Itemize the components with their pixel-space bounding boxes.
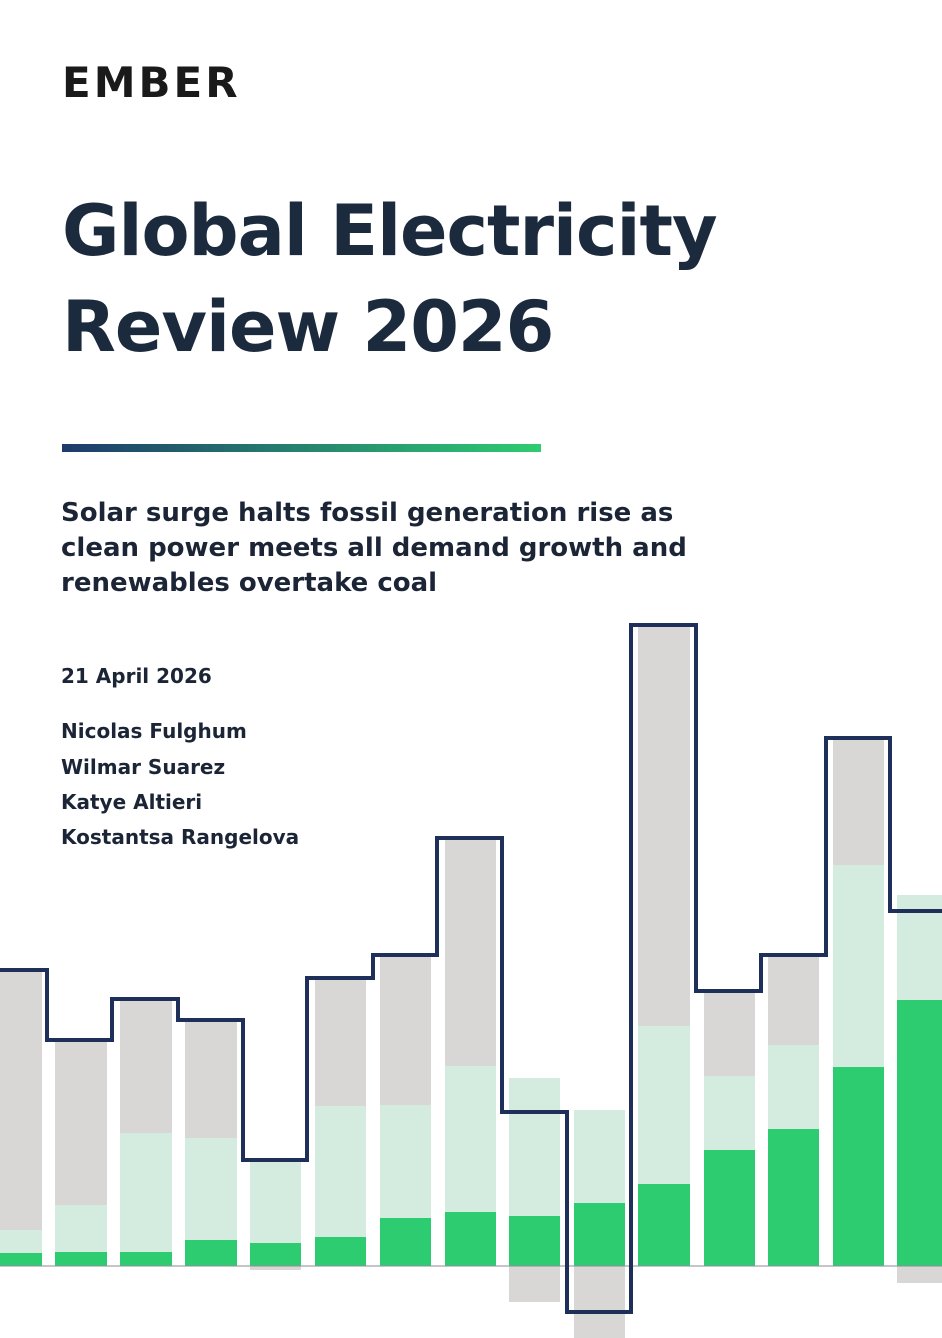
negative-segment: [509, 1266, 560, 1302]
green-segment: [185, 1240, 237, 1266]
negative-segment: [897, 1266, 942, 1283]
subtitle-line: renewables overtake coal: [61, 568, 438, 598]
author: Kostantsa Rangelova: [61, 825, 300, 849]
light-green-segment: [768, 1045, 819, 1129]
light-green-segment: [250, 1160, 301, 1243]
light-green-segment: [704, 1076, 755, 1150]
green-segment: [315, 1237, 366, 1266]
light-green-segment: [380, 1105, 431, 1218]
green-segment: [380, 1218, 431, 1266]
light-green-segment: [0, 1230, 42, 1253]
gray-segment: [768, 956, 819, 1045]
title-line: Global Electricity: [62, 190, 718, 272]
negative-segment: [574, 1266, 625, 1338]
gray-segment: [445, 840, 496, 1066]
subtitle-line: Solar surge halts fossil generation rise…: [61, 498, 674, 528]
gray-segment: [833, 740, 884, 865]
author: Wilmar Suarez: [61, 755, 226, 779]
light-green-segment: [55, 1205, 107, 1252]
gray-segment: [638, 626, 690, 1026]
title-line: Review 2026: [62, 286, 554, 368]
green-segment: [250, 1243, 301, 1266]
author: Katye Altieri: [61, 790, 203, 814]
light-green-segment: [185, 1138, 237, 1240]
light-green-segment: [638, 1026, 690, 1184]
gray-segment: [315, 978, 366, 1106]
gray-segment: [55, 1040, 107, 1205]
green-segment: [509, 1216, 560, 1266]
green-segment: [704, 1150, 755, 1266]
light-green-segment: [445, 1066, 496, 1212]
gray-segment: [704, 993, 755, 1076]
subtitle-line: clean power meets all demand growth and: [61, 533, 687, 563]
date: 21 April 2026: [61, 664, 212, 688]
green-segment: [768, 1129, 819, 1266]
gray-segment: [185, 1020, 237, 1138]
author: Nicolas Fulghum: [61, 719, 247, 743]
green-segment: [120, 1252, 172, 1266]
gradient-rule: [62, 444, 541, 452]
green-segment: [55, 1252, 107, 1266]
green-segment: [445, 1212, 496, 1266]
green-segment: [897, 1000, 942, 1266]
light-green-segment: [120, 1133, 172, 1252]
light-green-segment: [833, 865, 884, 1067]
light-green-segment: [315, 1106, 366, 1237]
light-green-segment: [574, 1110, 625, 1203]
green-segment: [0, 1253, 42, 1266]
green-segment: [833, 1067, 884, 1266]
green-segment: [638, 1184, 690, 1266]
outline-step: [0, 623, 942, 1314]
gray-segment: [380, 956, 431, 1105]
gray-segment: [0, 970, 42, 1230]
light-green-segment: [509, 1078, 560, 1216]
green-segment: [574, 1203, 625, 1266]
negative-segment: [250, 1266, 301, 1270]
logo: EMBER: [62, 58, 241, 107]
gray-segment: [120, 1000, 172, 1133]
